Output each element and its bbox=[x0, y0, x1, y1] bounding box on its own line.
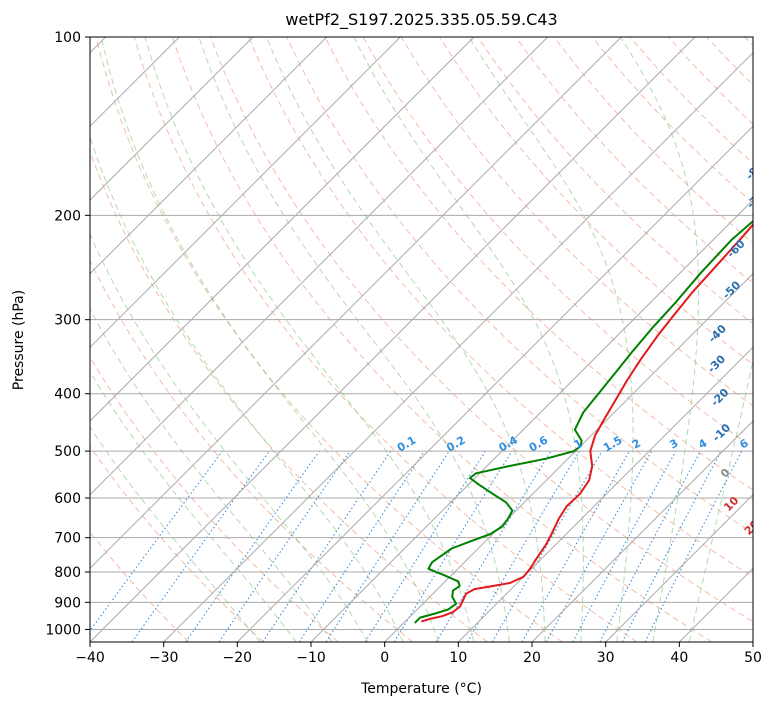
dry-adiabat bbox=[248, 37, 753, 578]
mixing-ratio-line bbox=[262, 450, 392, 642]
x-tick-label: 0 bbox=[380, 650, 389, 666]
dry-adiabat bbox=[90, 356, 339, 642]
dry-adiabat bbox=[324, 37, 753, 491]
moist-adiabat bbox=[620, 37, 700, 642]
dry-adiabat bbox=[515, 37, 753, 284]
dry-adiabat bbox=[286, 37, 753, 534]
dry-adiabat bbox=[95, 37, 563, 642]
isotherm-line bbox=[163, 51, 753, 642]
y-tick-label: 1000 bbox=[45, 622, 81, 638]
moist-adiabat bbox=[90, 426, 261, 642]
moist-adiabat bbox=[688, 358, 753, 642]
isotherm-line bbox=[90, 37, 549, 496]
moist-adiabat bbox=[90, 308, 333, 642]
isotherm-line bbox=[310, 199, 753, 642]
x-tick-label: −20 bbox=[223, 650, 253, 666]
isotherm-line bbox=[90, 37, 475, 422]
mixing-ratio-line bbox=[298, 450, 425, 642]
mixing-ratio-line bbox=[644, 450, 743, 642]
series-line-1 bbox=[414, 219, 753, 624]
moist-adiabat bbox=[198, 37, 510, 642]
x-tick-label: 40 bbox=[670, 650, 688, 666]
y-tick-label: 600 bbox=[54, 491, 81, 507]
y-axis-label: Pressure (hPa) bbox=[11, 290, 27, 390]
dry-adiabat bbox=[90, 259, 414, 642]
moist-adiabat bbox=[90, 233, 369, 642]
x-tick-label: 20 bbox=[523, 650, 541, 666]
mixing-ratio-line bbox=[521, 450, 630, 642]
mixing-ratio-line bbox=[572, 450, 677, 642]
series-line-0 bbox=[420, 223, 753, 623]
y-tick-label: 300 bbox=[54, 313, 81, 329]
moist-adiabat bbox=[100, 37, 439, 642]
y-tick-label: 200 bbox=[54, 208, 81, 224]
mixing-ratio-line bbox=[218, 450, 351, 642]
dry-adiabat bbox=[210, 37, 753, 623]
plot-frame bbox=[89, 36, 754, 643]
mixing-ratio-line bbox=[131, 450, 270, 642]
isotherm-line bbox=[90, 37, 622, 570]
moist-adiabat bbox=[90, 135, 404, 642]
isotherm-line bbox=[384, 272, 753, 642]
isotherm-line bbox=[90, 37, 254, 201]
dry-adiabat-label: -70 bbox=[744, 188, 767, 211]
dry-adiabat bbox=[90, 445, 264, 642]
dry-adiabat-label: -80 bbox=[743, 159, 766, 182]
chart-title: wetPf2_S197.2025.335.05.59.C43 bbox=[285, 10, 557, 30]
dry-adiabat bbox=[133, 37, 638, 642]
dry-adiabat bbox=[171, 37, 712, 642]
x-tick-label: −10 bbox=[296, 650, 326, 666]
y-tick-label: 800 bbox=[54, 565, 81, 581]
x-tick-label: −40 bbox=[75, 650, 105, 666]
isotherm-line bbox=[90, 37, 328, 275]
y-tick-label: 900 bbox=[54, 595, 81, 611]
y-tick-label: 400 bbox=[54, 387, 81, 403]
x-tick-label: 30 bbox=[597, 650, 615, 666]
y-tick-label: 700 bbox=[54, 531, 81, 547]
x-axis-label: Temperature (°C) bbox=[360, 681, 482, 697]
isotherm-line bbox=[457, 346, 753, 642]
y-tick-label: 500 bbox=[54, 444, 81, 460]
mixing-ratio-line bbox=[545, 450, 653, 642]
x-tick-label: −30 bbox=[149, 650, 179, 666]
isotherm-line bbox=[605, 493, 753, 642]
mixing-ratio-line bbox=[90, 450, 223, 632]
moist-adiabat bbox=[266, 37, 546, 642]
moist-adiabat-label: 20 bbox=[742, 517, 762, 537]
mixing-ratio-line bbox=[393, 450, 513, 642]
moist-adiabat bbox=[90, 370, 297, 642]
isotherm-line bbox=[236, 125, 753, 642]
x-tick-label: 10 bbox=[449, 650, 467, 666]
moist-adiabat bbox=[353, 37, 584, 642]
mixing-ratio-line bbox=[325, 450, 450, 642]
mixing-ratio-line bbox=[185, 450, 320, 642]
y-tick-label: 100 bbox=[54, 30, 81, 46]
isotherm-line bbox=[531, 420, 753, 642]
x-tick-label: 50 bbox=[744, 650, 762, 666]
isotherm-line bbox=[90, 37, 696, 642]
isotherm-line bbox=[90, 37, 401, 349]
